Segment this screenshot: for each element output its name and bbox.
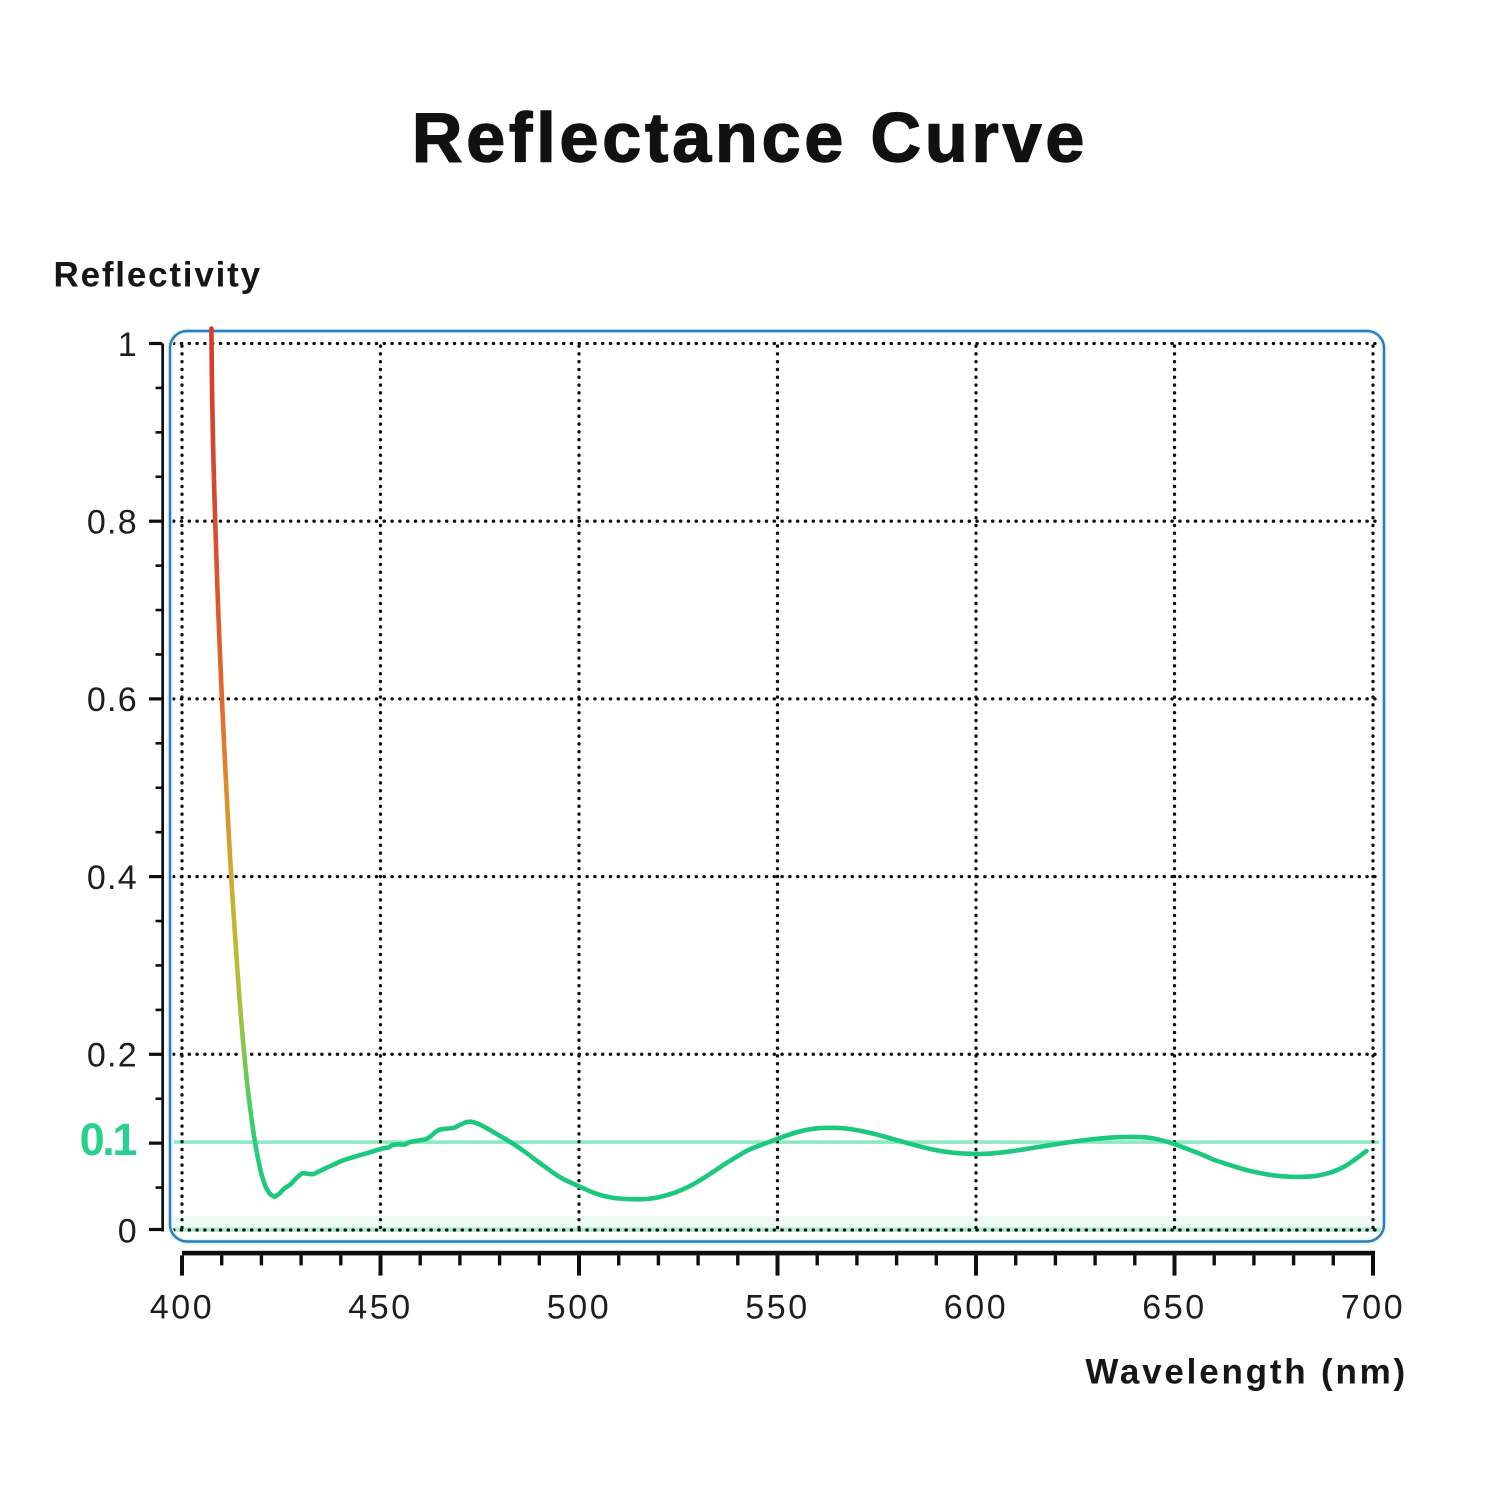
svg-text:700: 700 xyxy=(1341,1289,1406,1327)
svg-text:550: 550 xyxy=(745,1289,810,1327)
svg-text:Reflectance Curve: Reflectance Curve xyxy=(412,99,1088,177)
svg-text:Wavelength (nm): Wavelength (nm) xyxy=(1085,1353,1408,1392)
svg-text:650: 650 xyxy=(1142,1289,1207,1327)
svg-text:0.1: 0.1 xyxy=(80,1114,137,1165)
svg-text:0: 0 xyxy=(118,1212,138,1250)
svg-text:0.6: 0.6 xyxy=(87,681,138,719)
svg-text:600: 600 xyxy=(944,1289,1009,1327)
svg-text:Reflectivity: Reflectivity xyxy=(54,256,262,295)
svg-text:400: 400 xyxy=(150,1289,215,1327)
svg-text:450: 450 xyxy=(348,1289,413,1327)
svg-text:1: 1 xyxy=(118,326,138,364)
svg-text:0.8: 0.8 xyxy=(87,504,138,542)
svg-text:0.4: 0.4 xyxy=(87,859,138,897)
svg-text:0.2: 0.2 xyxy=(87,1037,138,1075)
svg-text:500: 500 xyxy=(547,1289,612,1327)
